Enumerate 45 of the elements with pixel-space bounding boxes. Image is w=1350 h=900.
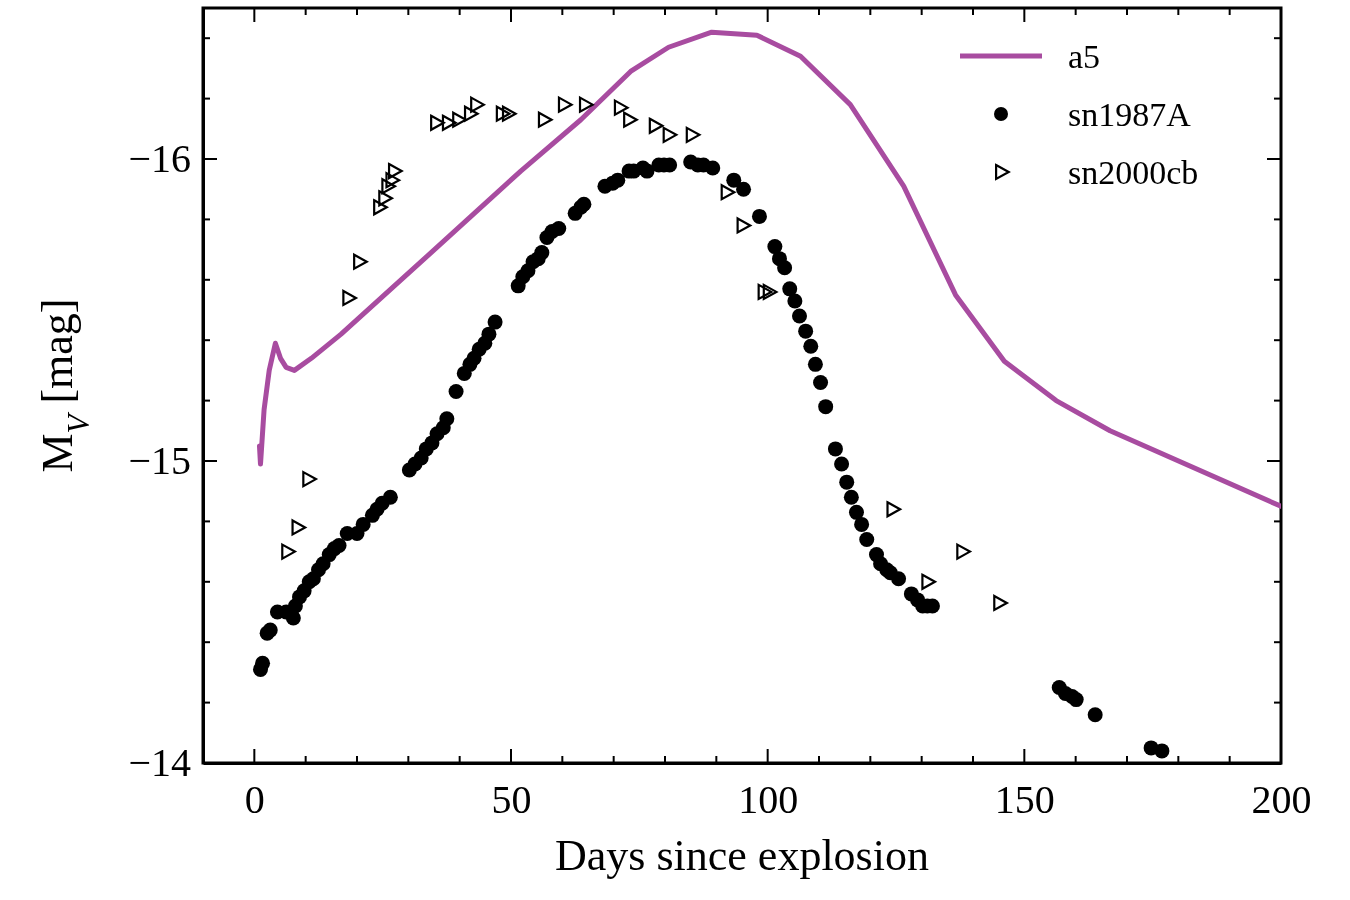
point (291, 519, 307, 536)
point (353, 253, 368, 270)
x-tick-label: 100 (738, 777, 799, 822)
point (662, 126, 678, 143)
y-tick-label: −16 (128, 136, 191, 182)
point (886, 501, 902, 518)
point (956, 543, 972, 560)
point (648, 117, 664, 134)
point (993, 594, 1008, 612)
x-tick-label: 200 (1251, 777, 1312, 822)
point (537, 111, 553, 128)
point (578, 96, 594, 113)
point (463, 105, 479, 122)
x-tick-label: 0 (244, 777, 265, 822)
legend-label: sn2000cb (1068, 153, 1199, 191)
point (501, 105, 517, 122)
legend-label: a5 (1068, 37, 1101, 75)
point (762, 283, 778, 300)
point (921, 573, 937, 590)
point (373, 199, 388, 216)
point (613, 99, 629, 116)
point (342, 289, 358, 307)
point (452, 111, 467, 128)
y-tick-label: −15 (128, 438, 191, 484)
point (430, 114, 445, 131)
point (378, 190, 394, 207)
point (736, 217, 752, 234)
point (385, 172, 401, 189)
point (685, 126, 701, 143)
x-axis-title: Days since explosion (555, 831, 929, 880)
point (302, 471, 318, 488)
y-tick-label: −14 (128, 740, 191, 786)
point (387, 162, 403, 180)
point (441, 114, 457, 131)
point (720, 184, 736, 201)
point (557, 96, 573, 113)
point (757, 283, 773, 300)
point (281, 543, 296, 560)
point (623, 111, 638, 128)
point (470, 96, 485, 113)
legend-label: sn1987A (1068, 95, 1192, 133)
x-tick-label: 50 (491, 777, 532, 822)
point (495, 105, 511, 122)
x-tick-label: 150 (994, 777, 1055, 822)
point (381, 178, 397, 195)
